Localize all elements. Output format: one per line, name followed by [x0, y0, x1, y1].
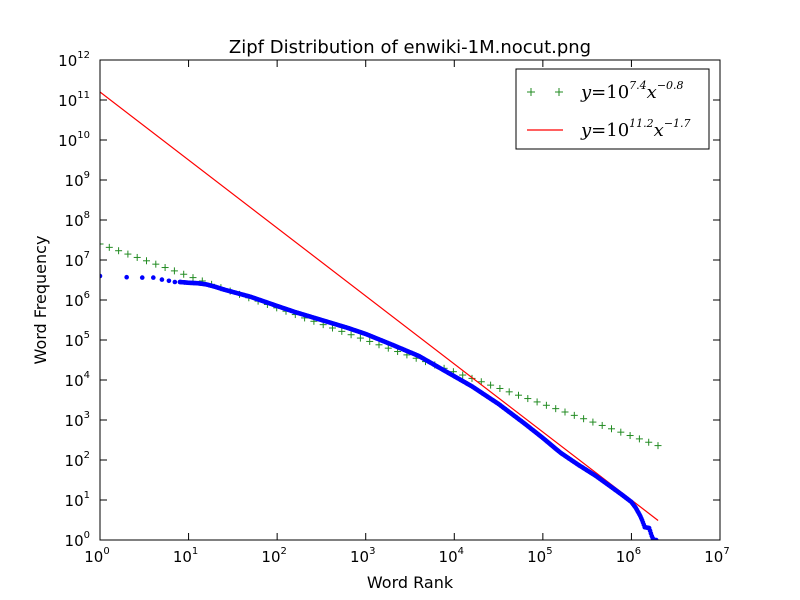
y-axis-label: Word Frequency: [31, 236, 50, 365]
y-tick-label: 109: [65, 170, 90, 190]
plus-marker: [552, 405, 560, 413]
plus-marker: [505, 388, 513, 396]
x-axis: 100 101 102 103 104 105 106 107: [84, 60, 730, 566]
data-point: [166, 278, 172, 284]
x-tick-label: 103: [350, 546, 375, 566]
y-tick-label: 107: [65, 250, 90, 270]
data-point: [172, 279, 178, 285]
x-tick-label: 100: [84, 546, 109, 566]
plus-marker: [561, 408, 569, 416]
plus-marker: [143, 257, 150, 265]
x-tick-label: 104: [439, 546, 464, 566]
plus-marker: [152, 260, 160, 268]
y-tick-label: 1010: [58, 130, 90, 150]
plus-marker: [496, 384, 504, 392]
plus-marker: [375, 341, 383, 349]
y-tick-label: 1012: [58, 50, 90, 70]
plus-marker: [468, 374, 476, 382]
plus-marker: [124, 250, 132, 258]
fit-line-red: [100, 91, 659, 521]
legend-label: y=1011.2x−1.7: [580, 117, 691, 141]
plus-marker: [347, 331, 355, 339]
data-point: [139, 275, 145, 280]
x-tick-label: 106: [616, 546, 641, 566]
plus-marker: [570, 411, 578, 419]
plus-marker: [105, 243, 113, 251]
x-tick-label: 101: [173, 546, 198, 566]
y-tick-label: 103: [65, 410, 90, 430]
plus-marker: [133, 253, 141, 261]
plus-marker: [598, 421, 606, 429]
plus-marker: [542, 401, 550, 409]
plus-marker: [180, 270, 188, 278]
legend-plus-marker: [555, 88, 563, 96]
plus-marker: [608, 425, 615, 433]
plus-marker: [533, 398, 541, 406]
plus-marker: [100, 240, 104, 248]
plus-marker: [626, 432, 634, 440]
chart-title: Zipf Distribution of enwiki-1M.nocut.png: [229, 37, 591, 58]
legend-box: [515, 68, 710, 150]
plus-marker: [189, 274, 197, 282]
y-tick-label: 102: [65, 450, 90, 470]
plus-marker: [589, 418, 597, 426]
legend-entry: y=1011.2x−1.7: [527, 117, 691, 141]
y-axis: 100 101 102 103 104 105 106 107 108 109 1010 1011 10…: [58, 50, 720, 550]
legend-label: y=107.4x−0.8: [580, 79, 684, 103]
y-tick-label: 100: [65, 530, 90, 550]
observed-series: [100, 273, 659, 540]
series-layer: [100, 91, 662, 540]
x-tick-label: 102: [261, 546, 286, 566]
plus-marker: [366, 337, 374, 345]
y-tick-label: 106: [65, 290, 90, 310]
plus-marker: [384, 344, 392, 352]
data-point: [159, 277, 165, 282]
y-tick-label: 1011: [58, 90, 90, 110]
y-tick-label: 108: [65, 210, 90, 230]
x-tick-label: 107: [704, 546, 729, 566]
data-point: [124, 274, 129, 280]
legend: y=107.4x−0.8 y=1011.2x−1.7: [515, 68, 710, 150]
plus-marker: [654, 442, 662, 450]
plus-marker: [170, 267, 178, 275]
data-point: [151, 275, 156, 280]
plus-marker: [645, 438, 653, 446]
y-tick-label: 101: [65, 490, 90, 510]
plus-marker: [161, 264, 169, 272]
legend-plus-marker: [527, 88, 535, 96]
plot-area: [99, 59, 721, 541]
plus-marker: [515, 391, 522, 399]
data-point: [100, 273, 103, 279]
plus-marker: [524, 395, 532, 403]
y-tick-label: 104: [65, 370, 90, 390]
plus-marker: [580, 415, 588, 423]
x-axis-label: Word Rank: [367, 573, 454, 592]
x-tick-label: 105: [527, 546, 552, 566]
plus-marker: [338, 327, 346, 335]
legend-entry: y=107.4x−0.8: [527, 79, 684, 103]
plus-marker: [617, 428, 625, 436]
data-point: [653, 537, 659, 540]
plus-marker: [487, 381, 495, 389]
plus-marker: [635, 435, 643, 443]
plus-marker: [356, 334, 364, 342]
y-tick-label: 105: [65, 330, 90, 350]
plus-marker: [459, 371, 467, 379]
plus-marker: [115, 247, 123, 255]
